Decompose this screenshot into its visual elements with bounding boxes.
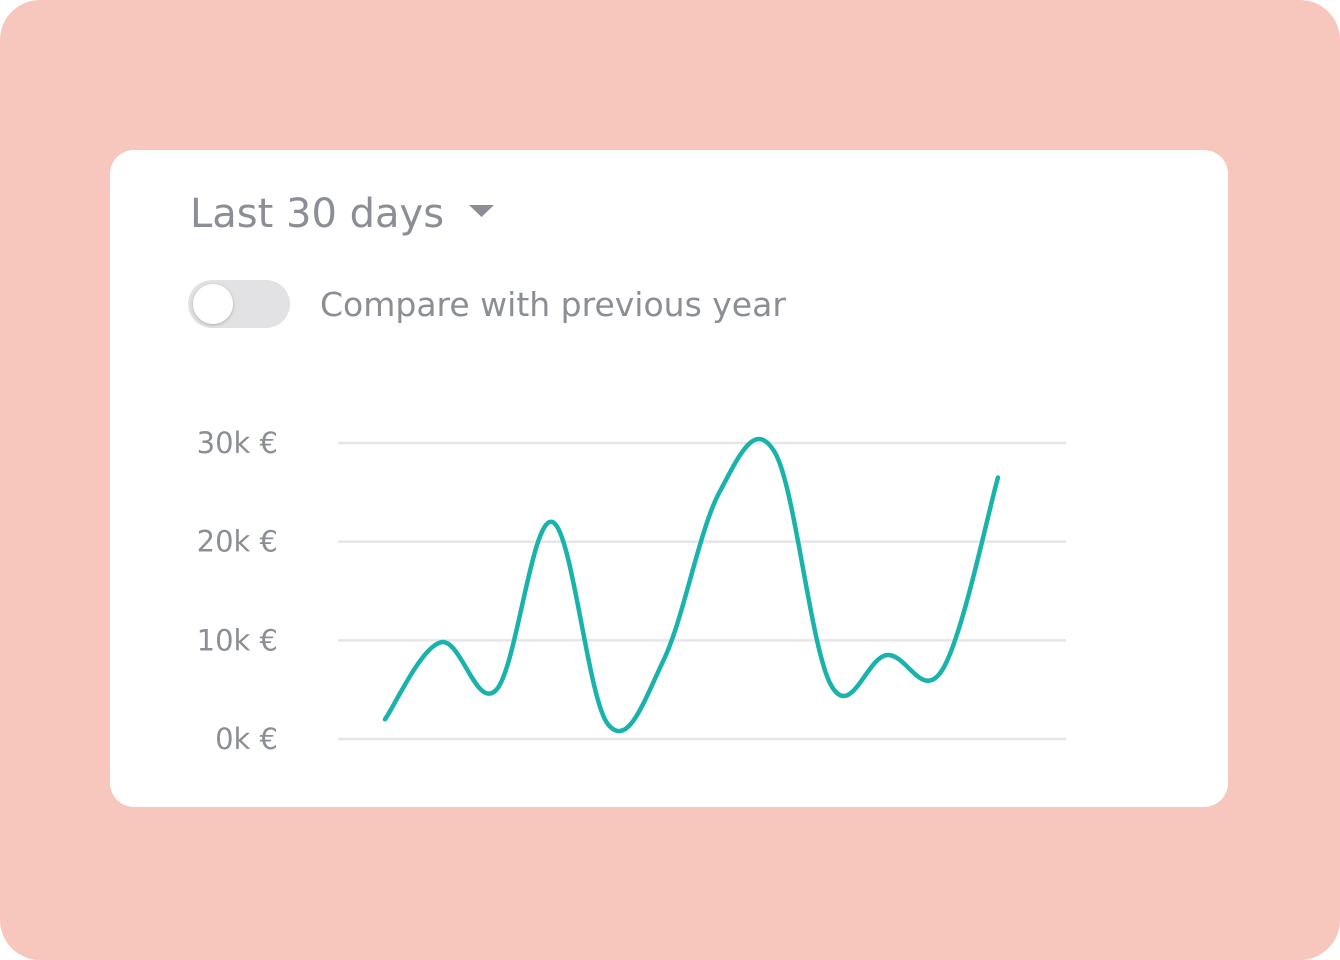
compare-toggle[interactable]: Compare with previous year	[188, 280, 786, 328]
dropdown-label: Last 30 days	[190, 191, 444, 237]
toggle-label: Compare with previous year	[320, 285, 786, 324]
y-tick-label: 20k €	[197, 525, 278, 559]
y-tick-label: 0k €	[215, 722, 278, 756]
y-tick-label: 30k €	[197, 426, 278, 460]
period-dropdown[interactable]: Last 30 days	[190, 191, 494, 237]
chart: 0k € 10k € 20k € 30k €	[197, 426, 1066, 756]
line	[382, 436, 1001, 734]
y-tick-label: 10k €	[197, 623, 278, 657]
toggle-knob	[193, 284, 233, 324]
dropdown-arrow	[469, 205, 494, 217]
card	[110, 150, 1228, 807]
